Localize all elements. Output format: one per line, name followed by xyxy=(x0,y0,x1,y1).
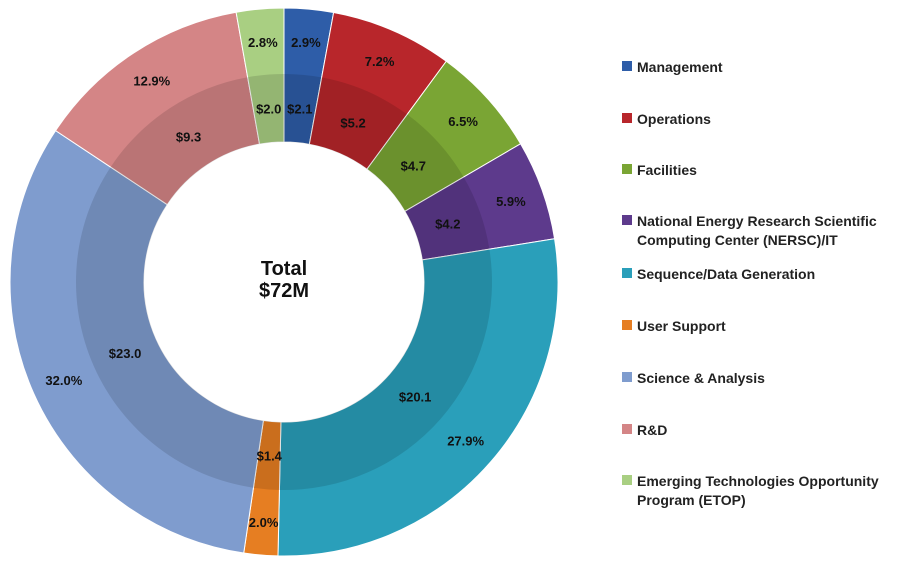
legend-label-r-d: R&D xyxy=(637,422,668,438)
slice-inner-science-analysis xyxy=(75,167,264,488)
legend-item-sequence-data-generation: Sequence/Data Generation xyxy=(622,265,815,284)
legend-label-management: Management xyxy=(637,59,723,75)
legend-item-emerging-technologies-opportunity: Emerging Technologies Opportunity Progra… xyxy=(622,472,879,510)
slice-r-d xyxy=(54,11,261,206)
percent-label-operations: 7.2% xyxy=(365,54,395,69)
center-label-line1: Total xyxy=(260,258,308,280)
legend-swatch-operations xyxy=(622,113,632,123)
legend-swatch-r-d xyxy=(622,424,632,434)
legend-swatch-facilities xyxy=(622,164,632,174)
slice-inner-facilities xyxy=(366,114,464,212)
inner-ring-shade xyxy=(75,74,492,490)
slice-sequence-data-generation xyxy=(277,238,559,557)
slice-inner-management xyxy=(284,74,322,145)
legend-item-management: Management xyxy=(622,58,723,77)
value-label-r-d: $9.3 xyxy=(176,130,201,145)
legend-label-science-analysis: Science & Analysis xyxy=(637,370,765,386)
donut-chart: 2.9% $2.1 7.2% $5.2 6.5% $4.7 5.9% $4.2 27.9% $20… xyxy=(9,7,559,557)
percent-label-national-energy-research-scientific: 5.9% xyxy=(496,194,526,209)
legend-item-operations: Operations xyxy=(622,110,711,129)
center-label-line2: $72M xyxy=(258,280,310,302)
legend-label-emerging-technologies-opportunity: Emerging Technologies Opportunity Progra… xyxy=(637,473,879,508)
legend-swatch-emerging-technologies-opportunity xyxy=(622,475,632,485)
legend-label-facilities: Facilities xyxy=(637,162,697,178)
slice-emerging-technologies-opportunity xyxy=(235,7,285,145)
legend-swatch-user-support xyxy=(622,320,632,330)
slice-inner-user-support xyxy=(253,420,281,490)
percent-label-user-support: 2.0% xyxy=(249,515,279,530)
slices-layer xyxy=(9,7,559,557)
value-label-facilities: $4.7 xyxy=(401,159,426,174)
legend-swatch-science-analysis xyxy=(622,372,632,382)
value-label-management: $2.1 xyxy=(287,102,312,117)
legend-item-facilities: Facilities xyxy=(622,161,697,180)
value-label-sequence-data-generation: $20.1 xyxy=(399,389,432,404)
percent-label-management: 2.9% xyxy=(291,35,321,50)
value-label-national-energy-research-scientific: $4.2 xyxy=(435,216,460,231)
value-label-operations: $5.2 xyxy=(340,115,365,130)
legend-label-user-support: User Support xyxy=(637,318,726,334)
slice-inner-sequence-data-generation xyxy=(279,249,492,490)
value-label-emerging-technologies-opportunity: $2.0 xyxy=(256,102,281,117)
slice-inner-operations xyxy=(309,77,408,170)
slice-inner-emerging-technologies-opportunity xyxy=(247,74,284,145)
percent-label-emerging-technologies-opportunity: 2.8% xyxy=(248,35,278,50)
percent-label-science-analysis: 32.0% xyxy=(45,373,82,388)
legend-label-operations: Operations xyxy=(637,111,711,127)
chart-center-label: Total $72M xyxy=(222,258,346,302)
legend-label-national-energy-research-scientific: National Energy Research Scientific Comp… xyxy=(637,213,877,248)
value-label-user-support: $1.4 xyxy=(257,448,283,463)
legend-swatch-management xyxy=(622,61,632,71)
slice-inner-national-energy-research-scientific xyxy=(404,177,490,260)
legend-item-user-support: User Support xyxy=(622,317,726,336)
legend-item-r-d: R&D xyxy=(622,421,667,440)
chart-legend: Management Operations Facilities National E… xyxy=(622,0,900,564)
slice-inner-r-d xyxy=(110,77,260,205)
legend-swatch-national-energy-research-scientific xyxy=(622,215,632,225)
legend-item-science-analysis: Science & Analysis xyxy=(622,369,765,388)
percent-label-facilities: 6.5% xyxy=(448,114,478,129)
legend-swatch-sequence-data-generation xyxy=(622,268,632,278)
slice-science-analysis xyxy=(9,129,264,554)
legend-item-national-energy-research-scientific: National Energy Research Scientific Comp… xyxy=(622,212,877,250)
percent-label-sequence-data-generation: 27.9% xyxy=(447,433,484,448)
percent-label-r-d: 12.9% xyxy=(133,73,170,88)
value-label-science-analysis: $23.0 xyxy=(109,346,142,361)
data-labels-layer: 2.9% $2.1 7.2% $5.2 6.5% $4.7 5.9% $4.2 27.9% $20… xyxy=(45,35,526,530)
legend-label-sequence-data-generation: Sequence/Data Generation xyxy=(637,266,816,282)
